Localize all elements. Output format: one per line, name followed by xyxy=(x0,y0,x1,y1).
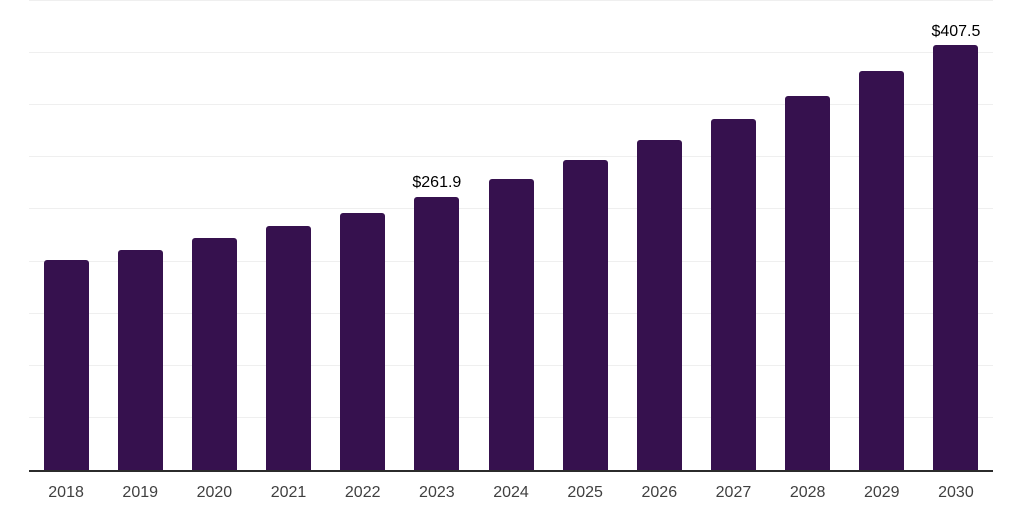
x-tick-label-2030: 2030 xyxy=(938,484,974,501)
bar-2026 xyxy=(636,140,682,470)
bar-2027 xyxy=(710,118,756,470)
data-label-2023: $261.9 xyxy=(412,174,462,192)
x-tick-label-2027: 2027 xyxy=(715,484,752,501)
gridline-300 xyxy=(29,156,993,158)
bar-2024 xyxy=(488,179,534,470)
x-tick-label-2019: 2019 xyxy=(122,484,159,501)
bar-2030 xyxy=(933,45,979,470)
bar-2029 xyxy=(859,71,905,470)
bar-2021 xyxy=(266,226,312,470)
gridline-400 xyxy=(29,52,993,54)
x-tick-label-2023: 2023 xyxy=(419,484,455,501)
bar-2019 xyxy=(117,250,163,470)
x-tick-label-2025: 2025 xyxy=(567,484,603,501)
bar-2025 xyxy=(562,160,608,470)
x-tick-label-2026: 2026 xyxy=(641,484,678,501)
x-tick-label-2018: 2018 xyxy=(48,484,84,501)
bar-2018 xyxy=(43,259,89,470)
x-tick-label-2020: 2020 xyxy=(196,484,233,501)
plot-area: $261.9 $407.5 xyxy=(29,0,993,472)
x-tick-label-2021: 2021 xyxy=(270,484,307,501)
gridline-450 xyxy=(29,0,993,2)
x-tick-label-2024: 2024 xyxy=(493,484,529,501)
bar-2023 xyxy=(414,197,460,470)
bar-2028 xyxy=(785,95,831,470)
bar-2022 xyxy=(340,212,386,470)
x-tick-label-2028: 2028 xyxy=(789,484,826,501)
x-tick-label-2022: 2022 xyxy=(344,484,381,501)
gridline-350 xyxy=(29,104,993,106)
data-label-2030: $407.5 xyxy=(931,22,981,40)
x-axis-line xyxy=(29,470,993,472)
bar-2020 xyxy=(191,237,237,470)
x-tick-label-2029: 2029 xyxy=(863,484,900,501)
